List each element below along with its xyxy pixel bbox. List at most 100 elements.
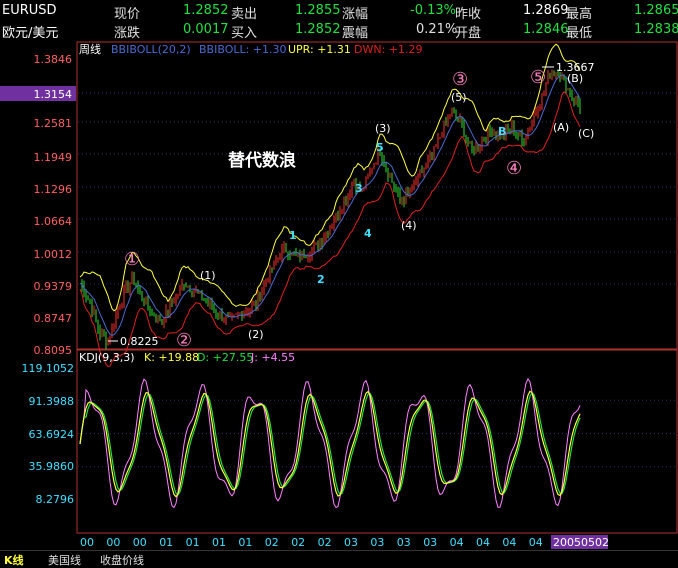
- symbol: EURUSD: [2, 3, 57, 18]
- label-ask: 卖出: [231, 7, 258, 22]
- tab-ohlc[interactable]: 美国线: [48, 554, 81, 567]
- upr-line: [79, 43, 581, 312]
- current-price-highlight: [0, 86, 76, 101]
- x-tick: 04: [476, 536, 490, 549]
- wave-minor-2: (2): [248, 328, 264, 341]
- kdj-indicator-name: KDJ(9,3,3): [79, 351, 135, 364]
- value-amplitude: 0.21%: [416, 22, 458, 37]
- value-ask: 1.2855: [295, 3, 341, 18]
- wave-small-5: 5: [376, 141, 384, 154]
- legend-d: D: +27.55: [197, 351, 253, 364]
- wave-minor-1: (1): [200, 269, 216, 282]
- value-change: 0.0017: [183, 22, 229, 37]
- wave-small-b: B: [498, 125, 506, 138]
- label-last: 现价: [114, 7, 141, 22]
- legend-upr: UPR: +1.31: [288, 43, 351, 56]
- kdj-panel-frame: [76, 349, 678, 534]
- price-tick-current: 1.3154: [34, 88, 73, 101]
- x-tick: 01: [212, 536, 226, 549]
- price-tick: 0.8747: [34, 312, 73, 325]
- price-tick: 1.1296: [34, 183, 73, 196]
- wave-b: (B): [567, 72, 583, 85]
- x-tick: 03: [370, 536, 384, 549]
- x-tick: 04: [450, 536, 464, 549]
- bbiboll-line: [79, 74, 581, 336]
- label-low: 最低: [566, 26, 593, 41]
- value-open: 1.2846: [523, 22, 569, 37]
- legend-bbiboll: BBIBOLL: +1.30: [199, 43, 287, 56]
- wave-small-2: 2: [317, 273, 325, 286]
- wave-a: (A): [553, 121, 569, 134]
- value-bid: 1.2852: [295, 22, 341, 37]
- kdj-tick: 91.3988: [29, 395, 75, 408]
- value-low: 1.2838: [634, 22, 678, 37]
- cursor-date-box: [551, 535, 608, 549]
- x-tick: 01: [238, 536, 252, 549]
- x-tick: 03: [344, 536, 358, 549]
- value-change-pct: -0.13%: [410, 3, 456, 18]
- wave-minor-4: (4): [401, 219, 417, 232]
- chart-type-tabs: K线 美国线 收盘价线: [0, 550, 678, 568]
- x-tick: 00: [133, 536, 147, 549]
- x-axis: 0000000101010102020203030303040404040: [80, 536, 562, 549]
- quote-header: EURUSD 欧元/美元 现价 1.2852 卖出 1.2855 涨幅 -0.1…: [0, 0, 678, 41]
- x-tick: 01: [186, 536, 200, 549]
- wave-c: (C): [578, 127, 594, 140]
- wave-small-4: 4: [364, 227, 372, 240]
- kdj-tick: 63.6924: [29, 428, 75, 441]
- kdj-j-line: [79, 377, 581, 509]
- price-tick: 1.0664: [34, 215, 73, 228]
- x-tick: 02: [291, 536, 305, 549]
- kdj-tick: 35.9860: [29, 460, 75, 473]
- low-price-label: 0.8225: [120, 335, 159, 348]
- tab-kline[interactable]: K线: [4, 554, 24, 567]
- dwn-line: [79, 90, 581, 368]
- kdj-tick: 8.2796: [36, 493, 75, 506]
- wave-1-circled: ①: [124, 249, 140, 270]
- value-prev-close: 1.2869: [523, 3, 569, 18]
- x-tick: 01: [159, 536, 173, 549]
- label-bid: 买入: [231, 26, 258, 41]
- kdj-d-line: [79, 392, 581, 496]
- label-change: 涨跌: [114, 26, 141, 41]
- x-tick: 02: [318, 536, 332, 549]
- price-tick: 1.3846: [34, 53, 73, 66]
- period-label: 周线: [79, 42, 101, 56]
- wave-small-1: 1: [289, 229, 297, 242]
- wave-2-circled: ②: [176, 330, 192, 351]
- price-tick: 1.0012: [34, 248, 73, 261]
- x-tick: 03: [423, 536, 437, 549]
- label-amplitude: 震幅: [342, 26, 369, 41]
- legend-j: J: +4.55: [250, 351, 295, 364]
- label-high: 最高: [566, 7, 593, 22]
- tab-close-line[interactable]: 收盘价线: [100, 554, 144, 567]
- wave-minor-3: (3): [375, 122, 391, 135]
- candlesticks: [81, 69, 581, 350]
- high-price-label: 1.3667: [556, 61, 595, 74]
- wave-small-3: 3: [355, 182, 363, 195]
- value-high: 1.2865: [634, 3, 678, 18]
- price-tick: 0.9379: [34, 280, 73, 293]
- wave-4-circled: ④: [506, 158, 522, 179]
- chart-area[interactable]: 周线 BBIBOLL(20,2) BBIBOLL: +1.30 UPR: +1.…: [0, 0, 678, 550]
- price-panel-frame: [76, 41, 678, 350]
- wave-3-circled: ③: [452, 69, 468, 90]
- x-tick: 00: [106, 536, 120, 549]
- legend-dwn: DWN: +1.29: [354, 43, 423, 56]
- price-tick: 0.8095: [34, 344, 73, 357]
- kdj-tick: 119.1052: [22, 362, 75, 375]
- wave-5-circled: ⑤: [530, 67, 546, 88]
- x-tick: 04: [529, 536, 543, 549]
- price-tick: 1.1949: [34, 151, 73, 164]
- kdj-k-line: [79, 390, 581, 498]
- legend-k: K: +19.88: [144, 351, 199, 364]
- value-last: 1.2852: [183, 3, 229, 18]
- indicator-name: BBIBOLL(20,2): [111, 43, 191, 56]
- label-change-pct: 涨幅: [342, 7, 369, 22]
- instrument-name: 欧元/美元: [2, 26, 59, 41]
- x-tick: 04: [502, 536, 516, 549]
- x-tick: 00: [80, 536, 94, 549]
- price-tick: 1.2581: [34, 117, 73, 130]
- x-tick: 02: [265, 536, 279, 549]
- label-open: 开盘: [455, 26, 482, 41]
